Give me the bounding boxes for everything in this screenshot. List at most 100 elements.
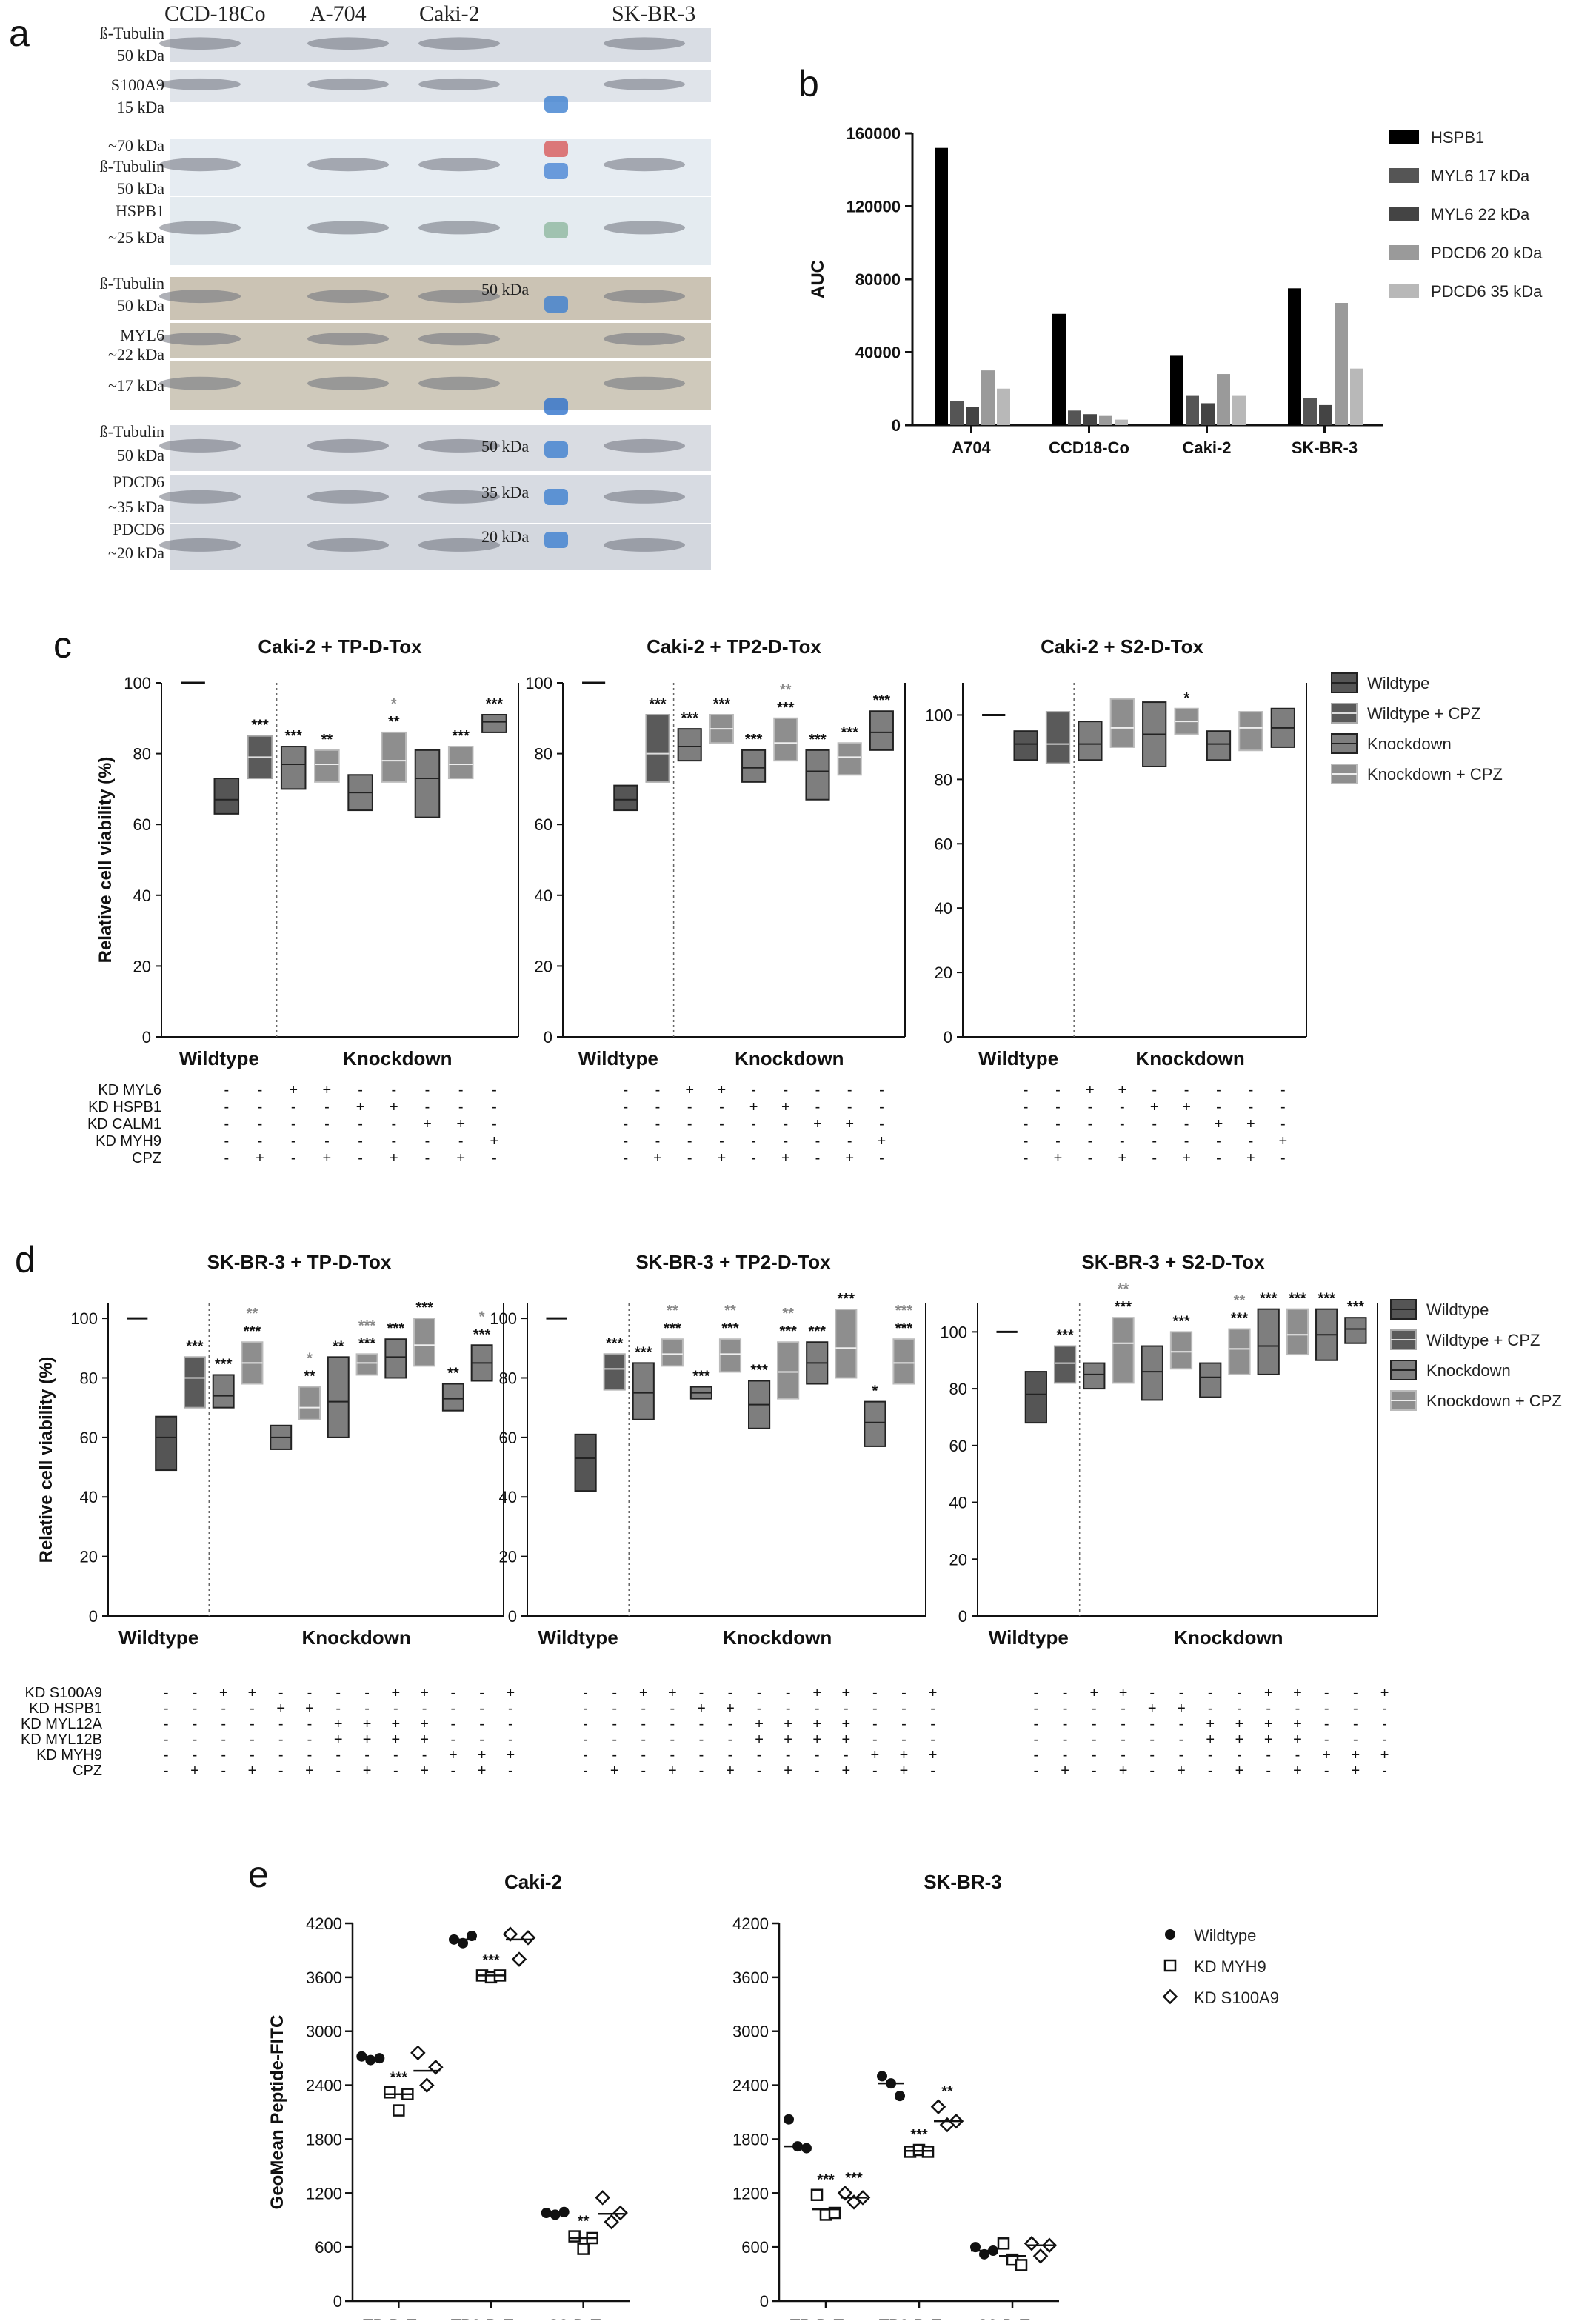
- blot-row-label: 50 kDa: [117, 179, 164, 198]
- kd-matrix-cell: +: [1054, 1150, 1063, 1166]
- significance-label: ***: [486, 696, 504, 712]
- bar: [1303, 398, 1317, 425]
- kd-matrix-cell: -: [699, 1732, 704, 1748]
- kd-myh9-marker: [1163, 1959, 1177, 1972]
- blot-inner-label: 20 kDa: [481, 527, 529, 546]
- kd-matrix-cell: -: [1149, 1716, 1155, 1732]
- kd-matrix-cell: +: [841, 1685, 850, 1701]
- kd-matrix-cell: -: [1034, 1685, 1039, 1701]
- significance-label: ***: [845, 2170, 863, 2186]
- significance-label: ***: [809, 1323, 827, 1340]
- kd-matrix-cell: -: [307, 1747, 313, 1763]
- kd-matrix-cell: +: [871, 1747, 880, 1763]
- significance-label: ***: [664, 1320, 681, 1337]
- kd-matrix-cell: -: [1034, 1732, 1039, 1748]
- kd-matrix-cell: +: [1235, 1763, 1244, 1779]
- kd-matrix-cell: -: [757, 1763, 762, 1779]
- group-label: Wildtype: [978, 1047, 1058, 1069]
- floating-bar: [869, 710, 894, 751]
- kd-matrix-cell: -: [1120, 1099, 1125, 1115]
- wildtype-marker: [877, 2071, 887, 2082]
- kd-matrix-cell: -: [641, 1716, 646, 1732]
- floating-bar: [613, 784, 638, 812]
- significance-label: ***: [745, 732, 763, 748]
- y-tick-label: 3600: [732, 1969, 769, 1987]
- y-tick-label: 60: [133, 815, 151, 834]
- significance-label: ***: [895, 1303, 913, 1319]
- significance-label: ***: [809, 732, 827, 748]
- significance-label: **: [1118, 1281, 1129, 1298]
- kd-matrix-cell: -: [1121, 1747, 1126, 1763]
- x-tick-label: CCD18-Co: [1049, 438, 1129, 457]
- kd-matrix-cell: -: [358, 1133, 363, 1149]
- kd-matrix-cell: +: [610, 1763, 619, 1779]
- kd-matrix-cell: -: [1280, 1082, 1286, 1098]
- kd-myh9-marker: [828, 2206, 841, 2220]
- kd-matrix-cell: +: [755, 1732, 764, 1748]
- kd-matrix-cell: +: [449, 1747, 458, 1763]
- kd-matrix-cell: -: [872, 1716, 878, 1732]
- kd-matrix-cell: +: [1293, 1685, 1302, 1701]
- floating-bar: [384, 1338, 407, 1379]
- kd-matrix-cell: -: [815, 1099, 821, 1115]
- kd-matrix-cell: +: [668, 1763, 677, 1779]
- kd-matrix-cell: -: [1237, 1700, 1242, 1717]
- significance-label: **: [333, 1338, 344, 1355]
- significance-label: **: [780, 682, 792, 698]
- kd-matrix-cell: -: [783, 1082, 788, 1098]
- floating-bar: [155, 1415, 178, 1472]
- floating-bar: [1199, 1362, 1222, 1398]
- kd-matrix-cell: -: [687, 1116, 692, 1132]
- kd-matrix-cell: -: [757, 1747, 762, 1763]
- kd-matrix-cell: -: [451, 1700, 456, 1717]
- wildtype-marker: [784, 2114, 794, 2125]
- kd-matrix-cell: +: [726, 1700, 735, 1717]
- blot-band: [307, 37, 389, 50]
- panel-title: Caki-2: [504, 1871, 562, 1893]
- blot-band: [604, 158, 685, 172]
- significance-label: **: [578, 2214, 590, 2230]
- blot-row-label: PDCD6: [113, 473, 164, 491]
- kd-matrix-cell: -: [258, 1099, 263, 1115]
- floating-bar: [1024, 1371, 1047, 1424]
- blot-band: [307, 376, 389, 390]
- kd-matrix-cell: +: [248, 1685, 257, 1701]
- kd-matrix-cell: -: [641, 1700, 646, 1717]
- kd-matrix-cell: -: [1024, 1082, 1029, 1098]
- kd-matrix-cell: -: [687, 1133, 692, 1149]
- blot-band: [604, 37, 685, 50]
- kd-matrix-cell: -: [425, 1099, 430, 1115]
- legend-swatch: [1389, 207, 1419, 221]
- bar: [1201, 403, 1215, 425]
- kd-matrix-cell: -: [364, 1685, 370, 1701]
- wildtype-marker: [895, 2091, 905, 2102]
- significance-label: ***: [358, 1318, 376, 1334]
- group-label: Knockdown: [301, 1626, 410, 1649]
- kd-matrix-cell: -: [364, 1747, 370, 1763]
- kd-matrix-cell: -: [719, 1133, 724, 1149]
- kd-matrix-cell: -: [508, 1763, 513, 1779]
- legend-label: MYL6 17 kDa: [1431, 167, 1530, 185]
- kd-matrix-cell: -: [479, 1732, 484, 1748]
- kd-matrix-cell: -: [815, 1082, 821, 1098]
- y-tick-label: 80: [80, 1369, 98, 1387]
- floating-bar: [677, 728, 702, 762]
- kd-matrix-cell: -: [872, 1685, 878, 1701]
- significance-label: ***: [215, 1356, 233, 1372]
- kd-matrix-cell: -: [612, 1716, 617, 1732]
- wildtype-marker: [1165, 1929, 1175, 1940]
- kd-matrix-cell: -: [164, 1763, 169, 1779]
- significance-label: ***: [692, 1369, 710, 1385]
- blot-row-label: 50 kDa: [117, 446, 164, 464]
- kd-matrix-cell: -: [879, 1082, 884, 1098]
- kd-matrix-cell: -: [1024, 1133, 1029, 1149]
- kd-matrix-cell: -: [815, 1150, 821, 1166]
- kd-matrix-cell: +: [1086, 1082, 1095, 1098]
- x-tick-label: Caki-2: [1182, 438, 1231, 457]
- y-axis-label: Relative cell viability (%): [36, 1357, 56, 1563]
- western-blot-panel: CCD-18Co A-704 Caki-2 SK-BR-3 ß-Tubulin 5…: [100, 1, 711, 570]
- significance-label: ***: [681, 710, 699, 727]
- kd-matrix-cell: -: [728, 1747, 733, 1763]
- kd-matrix-cell: -: [358, 1082, 363, 1098]
- kd-matrix-cell: -: [324, 1116, 330, 1132]
